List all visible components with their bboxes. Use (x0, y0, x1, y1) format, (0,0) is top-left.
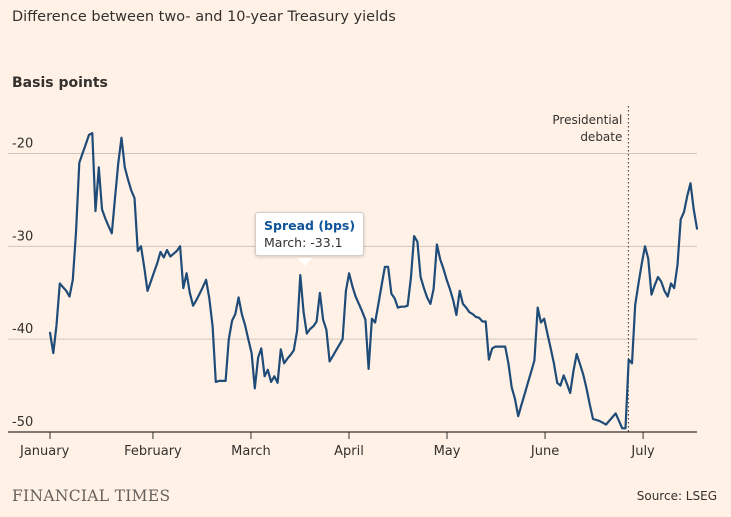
chart-title: Difference between two- and 10-year Trea… (12, 9, 396, 25)
series-group (48, 132, 699, 430)
x-tick-label: March (231, 444, 271, 459)
x-tick-label: February (124, 444, 182, 459)
x-tick-label: April (334, 444, 364, 459)
tooltip-value: March: -33.1 (264, 235, 343, 250)
x-tick-label: January (19, 444, 70, 459)
series-line (48, 132, 699, 430)
tooltip: Spread (bps) March: -33.1 (255, 212, 365, 256)
brand-logo-text: FINANCIAL TIMES (12, 487, 171, 505)
y-axis-label: Basis points (12, 75, 108, 91)
x-axis-ticks: January February March April May June July (19, 432, 655, 459)
tooltip-title: Spread (bps) (264, 218, 356, 233)
y-tick-label: -20 (12, 137, 33, 152)
gridlines (8, 153, 697, 433)
y-axis-ticks: -20 -30 -40 -50 (12, 137, 33, 431)
x-tick-label: July (630, 444, 655, 459)
tooltip-pointer (298, 258, 312, 266)
annotation-label: debate (580, 130, 622, 144)
x-tick-label: June (530, 444, 559, 459)
y-tick-label: -30 (12, 229, 33, 244)
annotation-group: Presidential debate (552, 106, 629, 432)
y-tick-label: -40 (12, 322, 33, 337)
x-tick-label: May (434, 444, 461, 459)
y-tick-label: -50 (12, 415, 33, 430)
source-note: Source: LSEG (636, 489, 717, 503)
annotation-label: Presidential (552, 113, 622, 127)
